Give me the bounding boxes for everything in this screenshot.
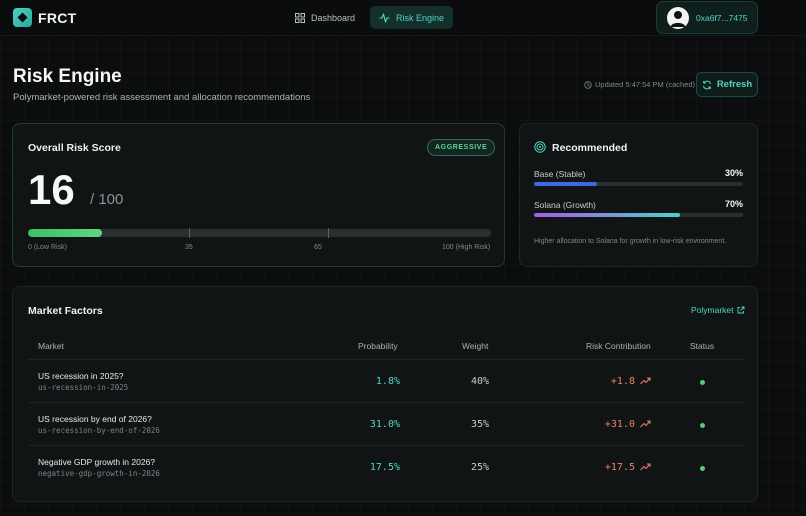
scale-label-high: 100 (High Risk): [442, 244, 491, 251]
tab-dashboard-label: Dashboard: [311, 12, 356, 23]
risk-score-fill: [28, 229, 103, 237]
allocation-base-bar: [534, 182, 743, 186]
market-factors-title: Market Factors: [28, 305, 103, 317]
status-indicator: [700, 423, 705, 428]
col-weight: Weight: [462, 341, 489, 351]
market-row-title: US recession by end of 2026?: [38, 414, 152, 424]
polymarket-link[interactable]: Polymarket: [691, 305, 745, 315]
top-nav: FRCT Dashboard Risk Engine 0xa6f7..: [0, 0, 806, 36]
market-row-risk: +17.5: [604, 462, 635, 473]
allocation-note: Higher allocation to Solana for growth i…: [534, 238, 727, 245]
grid-icon: [295, 12, 305, 23]
col-market: Market: [38, 341, 64, 351]
market-factors-card: Market Factors Polymarket Market Probabi…: [12, 286, 758, 502]
allocation-base-pct: 30%: [724, 168, 743, 178]
status-indicator: [700, 380, 705, 385]
trend-up-icon: [640, 420, 651, 428]
page-title: Risk Engine: [13, 66, 122, 87]
refresh-icon: [702, 80, 711, 89]
risk-card-title: Overall Risk Score: [28, 142, 121, 154]
brand-name: FRCT: [38, 9, 77, 26]
activity-icon: [379, 12, 390, 23]
scale-label-low: 0 (Low Risk): [28, 244, 67, 251]
table-divider: [28, 359, 744, 360]
scale-label-35: 35: [185, 244, 193, 251]
refresh-label: Refresh: [716, 79, 753, 90]
scale-label-65: 65: [314, 244, 322, 251]
allocation-solana-bar: [534, 213, 743, 217]
market-row-weight: 25%: [470, 462, 489, 473]
scale-tick-65: [328, 228, 329, 238]
market-row-slug: us-recession-by-end-of-2026: [38, 426, 160, 435]
clock-icon: [584, 80, 592, 89]
col-probability: Probability: [358, 341, 398, 351]
market-row-slug: negative-gdp-growth-in-2026: [38, 469, 160, 478]
col-status: Status: [690, 341, 715, 351]
page-subtitle: Polymarket-powered risk assessment and a…: [13, 92, 311, 103]
risk-score-value: 16: [28, 166, 75, 213]
risk-level-badge: AGGRESSIVE: [427, 139, 496, 156]
market-row-probability: 1.8%: [375, 376, 400, 387]
allocation-base-fill: [534, 182, 597, 186]
nav-tabs: Dashboard Risk Engine: [286, 6, 454, 29]
tab-dashboard[interactable]: Dashboard: [286, 6, 364, 29]
row-divider: [28, 445, 744, 446]
user-icon: [670, 10, 686, 27]
updated-text: Updated 5:47:54 PM (cached): [595, 80, 696, 89]
col-risk-contribution: Risk Contribution: [586, 341, 651, 351]
refresh-button[interactable]: Refresh: [696, 72, 758, 97]
trend-up-icon: [640, 377, 651, 385]
market-row-risk: +1.8: [610, 376, 635, 387]
allocation-solana-pct: 70%: [724, 199, 743, 209]
recommended-card: Recommended Base (Stable) 30% Solana (Gr…: [519, 123, 758, 267]
allocation-solana-fill: [534, 213, 681, 217]
wallet-button[interactable]: 0xa6f7...7475: [656, 1, 758, 34]
target-icon: [534, 141, 546, 153]
wallet-address: 0xa6f7...7475: [696, 12, 748, 23]
market-row-risk: +31.0: [604, 419, 635, 430]
market-row-title: Negative GDP growth in 2026?: [38, 457, 156, 467]
allocation-solana-label: Solana (Growth): [534, 200, 596, 210]
market-row-slug: us-recession-in-2025: [38, 383, 129, 392]
row-divider: [28, 402, 744, 403]
market-row-title: US recession in 2025?: [38, 371, 124, 381]
brand[interactable]: FRCT: [13, 8, 77, 27]
polymarket-link-label: Polymarket: [691, 305, 734, 315]
market-row-weight: 35%: [470, 419, 489, 430]
updated-timestamp: Updated 5:47:54 PM (cached): [584, 80, 695, 89]
recommended-title: Recommended: [552, 142, 628, 154]
market-row-weight: 40%: [470, 376, 489, 387]
tab-risk-engine[interactable]: Risk Engine: [370, 6, 454, 29]
trend-up-icon: [640, 463, 651, 471]
market-row-probability: 31.0%: [369, 419, 400, 430]
status-indicator: [700, 466, 705, 471]
scale-tick-35: [189, 228, 190, 238]
risk-score-card: Overall Risk Score AGGRESSIVE 16 / 100 0…: [12, 123, 505, 267]
market-row-probability: 17.5%: [369, 462, 400, 473]
tab-risk-engine-label: Risk Engine: [396, 12, 445, 23]
external-link-icon: [737, 306, 744, 314]
risk-score-max: / 100: [90, 191, 124, 208]
risk-score-bar: [28, 229, 491, 237]
allocation-base-label: Base (Stable): [534, 169, 586, 179]
avatar: [667, 6, 689, 29]
logo-icon: [13, 8, 32, 27]
